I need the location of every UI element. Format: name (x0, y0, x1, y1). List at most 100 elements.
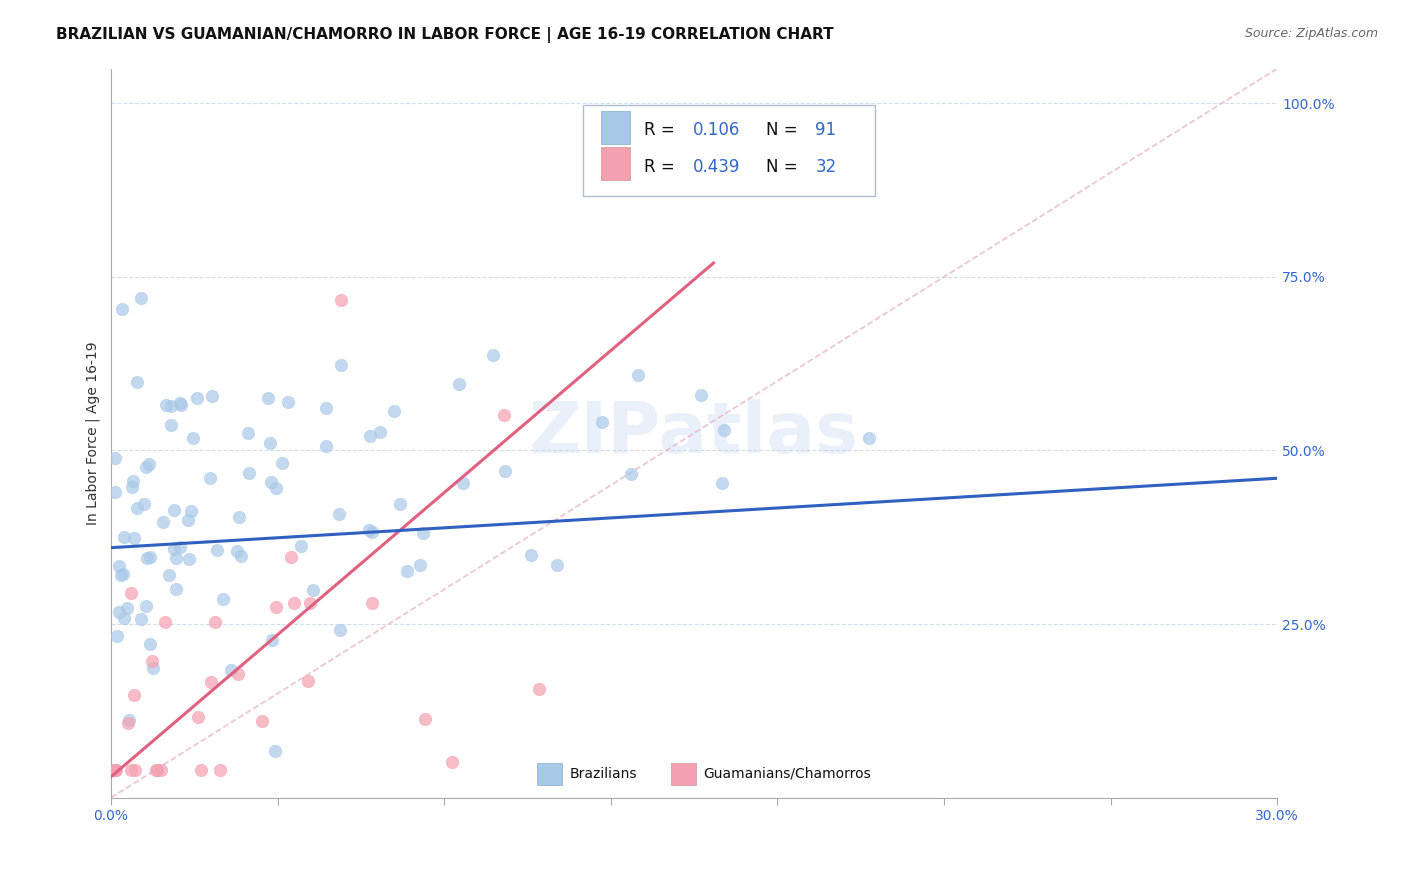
FancyBboxPatch shape (600, 147, 630, 180)
Point (211, 592, 233, 607)
FancyBboxPatch shape (537, 763, 562, 785)
Point (110, 567, 132, 582)
Point (104, 763, 127, 777)
Point (165, 582, 187, 596)
Point (111, 567, 134, 582)
Point (142, 661, 165, 675)
Point (152, 515, 174, 529)
Point (153, 615, 176, 630)
Point (207, 542, 229, 557)
Text: Source: ZipAtlas.com: Source: ZipAtlas.com (1244, 27, 1378, 40)
Point (118, 713, 141, 727)
Point (204, 615, 226, 630)
Point (146, 763, 169, 777)
Text: ZIPatlas: ZIPatlas (529, 399, 859, 467)
Point (190, 763, 212, 777)
Point (135, 550, 157, 565)
Point (169, 396, 191, 410)
Point (111, 302, 134, 317)
Point (122, 474, 145, 488)
FancyBboxPatch shape (583, 105, 875, 196)
Point (201, 389, 224, 403)
Point (170, 398, 193, 412)
Text: N =: N = (766, 121, 803, 139)
Text: R =: R = (644, 121, 681, 139)
Point (135, 460, 157, 475)
Point (527, 682, 550, 697)
Point (200, 675, 222, 690)
Point (620, 467, 643, 481)
Point (120, 586, 142, 600)
Point (330, 358, 353, 372)
Point (315, 439, 337, 453)
Point (219, 664, 242, 678)
Point (135, 599, 157, 613)
Point (236, 425, 259, 440)
Y-axis label: In Labor Force | Age 16-19: In Labor Force | Age 16-19 (86, 342, 100, 524)
Point (520, 549, 543, 563)
Point (290, 539, 312, 553)
Point (226, 666, 249, 681)
Point (150, 763, 173, 777)
Point (447, 377, 470, 392)
Point (169, 540, 191, 554)
Point (160, 418, 183, 433)
Point (177, 552, 200, 566)
Point (283, 596, 305, 610)
Text: 0.106: 0.106 (693, 121, 741, 139)
Point (591, 416, 613, 430)
Point (226, 544, 249, 558)
Point (266, 481, 288, 495)
Point (257, 391, 280, 405)
Point (117, 715, 139, 730)
Point (104, 763, 127, 777)
Point (124, 763, 146, 777)
Point (298, 596, 321, 610)
Point (145, 763, 167, 777)
Point (198, 471, 221, 485)
Point (252, 714, 274, 728)
Point (360, 596, 382, 610)
Point (388, 497, 411, 511)
Point (163, 503, 186, 517)
Point (280, 549, 302, 564)
Point (229, 549, 252, 563)
Point (368, 425, 391, 439)
Text: R =: R = (644, 158, 681, 176)
Point (157, 568, 180, 582)
Point (104, 484, 127, 499)
Text: Guamanians/Chamorros: Guamanians/Chamorros (703, 766, 872, 780)
Point (138, 457, 160, 471)
FancyBboxPatch shape (600, 111, 630, 144)
Point (180, 503, 202, 517)
Point (122, 688, 145, 702)
Point (711, 476, 734, 491)
Point (187, 710, 209, 724)
Point (277, 394, 299, 409)
Point (160, 399, 183, 413)
Point (315, 401, 337, 416)
Point (238, 466, 260, 480)
Text: 91: 91 (815, 121, 837, 139)
Point (359, 429, 381, 443)
Point (259, 436, 281, 450)
Text: 32: 32 (815, 158, 837, 176)
Point (105, 630, 128, 644)
Point (115, 600, 138, 615)
Point (108, 558, 131, 573)
Text: 0.439: 0.439 (693, 158, 741, 176)
Point (209, 763, 232, 777)
FancyBboxPatch shape (671, 763, 696, 785)
Point (104, 763, 127, 777)
Point (297, 673, 319, 688)
Point (329, 623, 352, 637)
Point (301, 582, 323, 597)
Point (177, 513, 200, 527)
Point (163, 541, 186, 556)
Point (127, 375, 149, 389)
Point (412, 526, 434, 541)
Text: BRAZILIAN VS GUAMANIAN/CHAMORRO IN LABOR FORCE | AGE 16-19 CORRELATION CHART: BRAZILIAN VS GUAMANIAN/CHAMORRO IN LABOR… (56, 27, 834, 43)
Point (451, 476, 474, 491)
Text: Brazilians: Brazilians (569, 766, 637, 780)
Point (228, 510, 250, 524)
